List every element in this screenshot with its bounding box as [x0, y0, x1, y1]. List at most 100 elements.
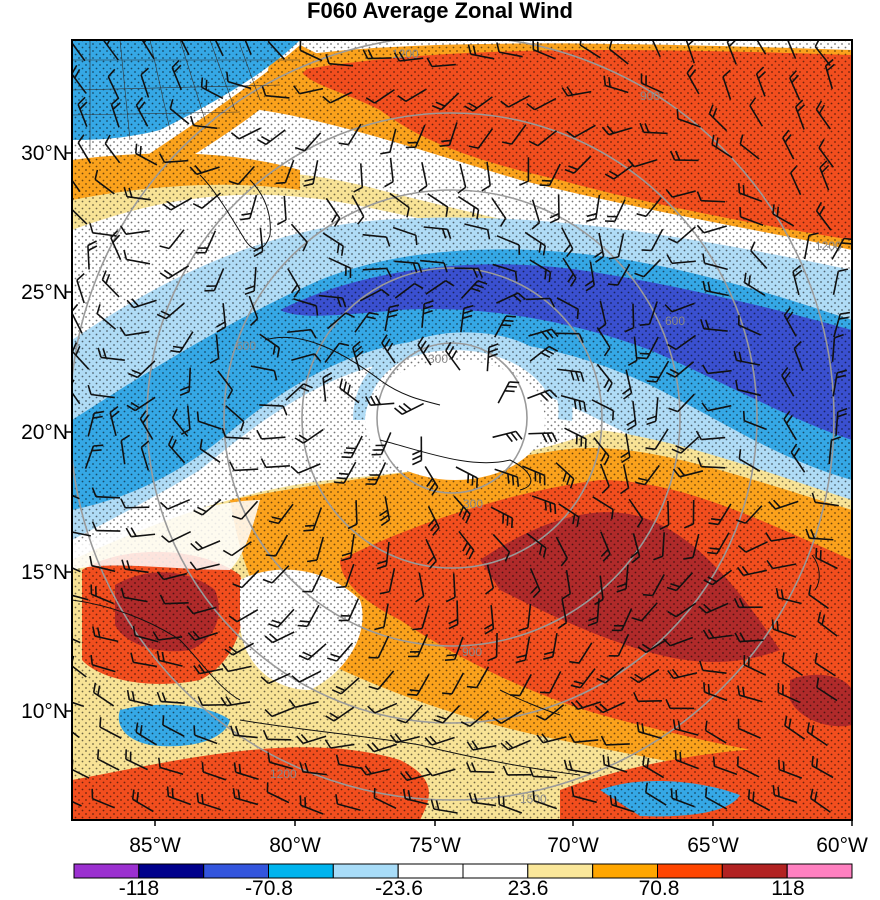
wind-barb — [539, 671, 562, 694]
wind-barb — [364, 395, 395, 406]
plot-frame — [71, 39, 853, 821]
wind-barb — [288, 699, 319, 709]
wind-barb — [497, 794, 523, 814]
wind-barb — [596, 666, 625, 684]
wind-barb — [636, 721, 662, 740]
wind-barb — [739, 134, 760, 160]
wind-barb — [229, 461, 259, 472]
wind-barb — [180, 40, 190, 56]
wind-barb — [291, 670, 322, 683]
wind-barb — [594, 701, 625, 714]
wind-barb — [607, 263, 631, 286]
wind-barb — [244, 40, 252, 55]
wind-barb — [104, 134, 121, 164]
wind-barb — [89, 555, 116, 573]
wind-barb — [132, 625, 159, 643]
wind-barb — [275, 159, 295, 185]
wind-barb — [322, 232, 344, 256]
wind-barb — [702, 280, 729, 297]
wind-barb — [609, 794, 635, 813]
colorbar-box — [397, 863, 464, 879]
wind-barb — [571, 786, 597, 804]
wind-barb — [611, 608, 633, 632]
wind-barb — [781, 367, 795, 397]
wind-barb — [524, 231, 546, 256]
wind-barb — [772, 204, 795, 227]
wind-barb — [228, 608, 259, 623]
wind-barb — [328, 257, 352, 279]
wind-barb — [119, 326, 150, 337]
lat-label-30n: 30°N — [21, 142, 68, 165]
wind-barb — [159, 594, 189, 605]
wind-barb — [669, 150, 699, 162]
wind-barb — [125, 527, 156, 538]
wind-barb — [564, 155, 592, 174]
wind-barb — [594, 232, 605, 263]
wind-barb — [608, 633, 630, 657]
colorbar-label-0: -118 — [118, 877, 160, 900]
wind-barb — [415, 572, 425, 603]
wind-barb — [492, 533, 511, 562]
wind-barb — [368, 635, 390, 659]
wind-barb — [338, 598, 360, 622]
wind-barb — [421, 299, 434, 328]
wind-barb — [467, 44, 495, 60]
wind-barb — [777, 682, 801, 704]
wind-barb — [97, 347, 125, 361]
wind-barb — [331, 677, 360, 695]
wind-barb — [766, 559, 797, 570]
wind-barb — [423, 226, 452, 239]
wind-barb — [189, 561, 220, 571]
wind-barb — [368, 670, 395, 691]
wind-barb — [756, 40, 767, 55]
wind-barb — [190, 540, 221, 551]
wind-barb — [815, 547, 838, 570]
wind-barb — [303, 507, 323, 532]
wind-barb — [674, 750, 699, 770]
wind-barb — [394, 282, 424, 299]
wind-barb — [354, 311, 379, 333]
wind-barb — [564, 427, 587, 449]
wind-barb — [702, 628, 733, 640]
wind-barb — [708, 104, 728, 132]
wind-barb — [527, 389, 558, 401]
wind-barb — [351, 195, 365, 225]
wind-barb — [672, 719, 699, 736]
colorbar-label-4: 70.8 — [638, 877, 680, 900]
wind-barb — [204, 268, 225, 292]
wind-barb — [592, 496, 614, 520]
wind-barb — [226, 71, 252, 90]
wind-barb — [529, 259, 552, 283]
wind-barb — [324, 739, 355, 749]
wind-barb — [265, 534, 289, 557]
wind-barb — [665, 188, 696, 198]
ring-label-300: 300 — [428, 352, 448, 366]
wind-barb — [189, 115, 218, 130]
ring-label-900: 900 — [640, 89, 660, 103]
wind-barb — [526, 97, 557, 111]
wind-barb — [484, 605, 495, 635]
wind-barb — [737, 541, 768, 553]
wind-barb — [465, 762, 495, 773]
wind-barb — [772, 785, 798, 804]
wind-barb — [700, 319, 728, 332]
wind-barb — [90, 584, 114, 605]
wind-barb — [224, 642, 254, 656]
wind-barb — [789, 70, 801, 101]
wind-barb — [457, 195, 480, 220]
wind-barb — [91, 487, 121, 499]
wind-barb — [444, 636, 464, 661]
wind-barb — [232, 569, 260, 589]
wind-barb — [640, 73, 664, 94]
wind-barb — [464, 223, 491, 240]
wind-barb — [781, 652, 803, 676]
wind-barb — [161, 530, 192, 543]
wind-barb — [627, 336, 638, 366]
wind-barb — [528, 766, 558, 779]
wind-barb — [532, 40, 556, 60]
wind-barb — [651, 40, 661, 58]
wind-barb — [72, 40, 86, 62]
wind-barb — [126, 689, 153, 707]
colorbar-label-2: -23.6 — [375, 877, 423, 900]
wind-barb — [189, 164, 220, 176]
